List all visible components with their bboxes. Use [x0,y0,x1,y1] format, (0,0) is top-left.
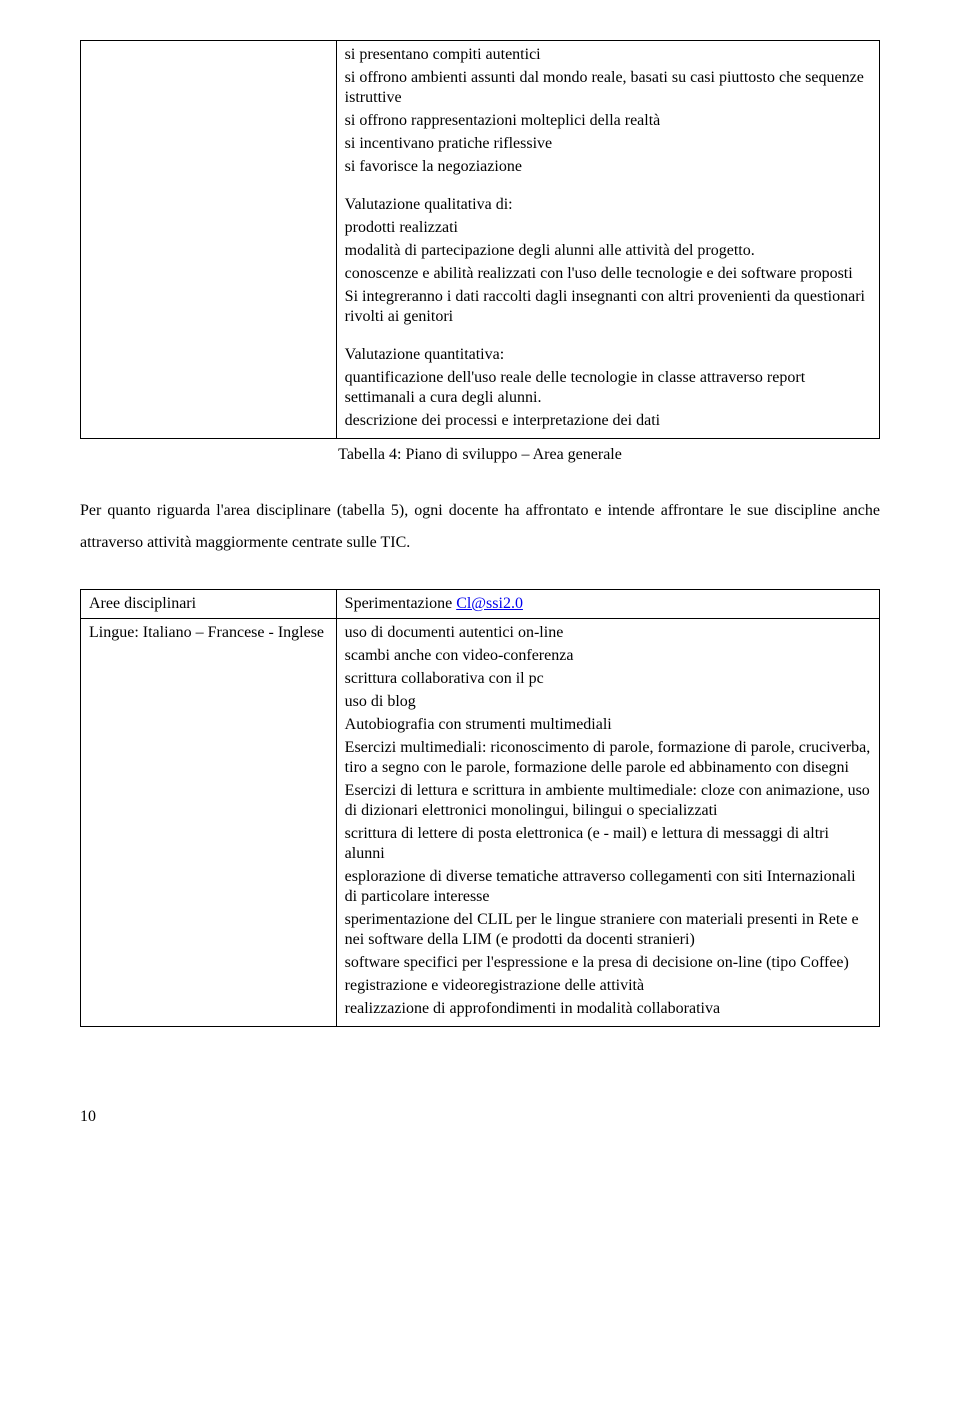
text-line: uso di documenti autentici on-line [345,623,871,643]
table2-header-right: Sperimentazione Cl@ssi2.0 [336,590,879,619]
text-line: si favorisce la negoziazione [345,157,871,177]
text-line: descrizione dei processi e interpretazio… [345,411,871,431]
text-line: esplorazione di diverse tematiche attrav… [345,867,871,907]
text-line: registrazione e videoregistrazione delle… [345,976,871,996]
table2-row1-right: uso di documenti autentici on-line scamb… [336,619,879,1027]
text-line: scrittura collaborativa con il pc [345,669,871,689]
text-line: scambi anche con video-conferenza [345,646,871,666]
text-line: scrittura di lettere di posta elettronic… [345,824,871,864]
text-line: sperimentazione del CLIL per le lingue s… [345,910,871,950]
text-line: Si integreranno i dati raccolti dagli in… [345,287,871,327]
text-line: Esercizi multimediali: riconoscimento di… [345,738,871,778]
header-prefix: Sperimentazione [345,595,457,612]
text-line: Autobiografia con strumenti multimediali [345,715,871,735]
table1-intro-block: si presentano compiti autentici si offro… [345,45,871,177]
table1-left-cell [81,41,337,439]
text-line: si offrono ambienti assunti dal mondo re… [345,68,871,108]
table2-header-left: Aree disciplinari [81,590,337,619]
body-paragraph: Per quanto riguarda l'area disciplinare … [80,495,880,559]
text-line: si presentano compiti autentici [345,45,871,65]
text-line: software specifici per l'espressione e l… [345,953,871,973]
text-line: prodotti realizzati [345,218,871,238]
quantitative-title: Valutazione quantitativa: [345,345,871,365]
table1-right-cell: si presentano compiti autentici si offro… [336,41,879,439]
text-line: Esercizi di lettura e scrittura in ambie… [345,781,871,821]
text-line: realizzazione di approfondimenti in moda… [345,999,871,1019]
text-line: si incentivano pratiche riflessive [345,134,871,154]
qualitative-title: Valutazione qualitativa di: [345,195,871,215]
classi-link[interactable]: Cl@ssi2.0 [456,595,523,612]
table2-row1-left: Lingue: Italiano – Francese - Inglese [81,619,337,1027]
page-number: 10 [80,1107,880,1127]
text-line: si offrono rappresentazioni molteplici d… [345,111,871,131]
qualitative-block: Valutazione qualitativa di: prodotti rea… [345,195,871,327]
text-line: conoscenze e abilità realizzati con l'us… [345,264,871,284]
text-line: modalità di partecipazione degli alunni … [345,241,871,261]
text-line: uso di blog [345,692,871,712]
text-line: quantificazione dell'uso reale delle tec… [345,368,871,408]
table-disciplines: Aree disciplinari Sperimentazione Cl@ssi… [80,589,880,1027]
quantitative-block: Valutazione quantitativa: quantificazion… [345,345,871,431]
table-plan-development: si presentano compiti autentici si offro… [80,40,880,439]
table1-caption: Tabella 4: Piano di sviluppo – Area gene… [80,445,880,465]
